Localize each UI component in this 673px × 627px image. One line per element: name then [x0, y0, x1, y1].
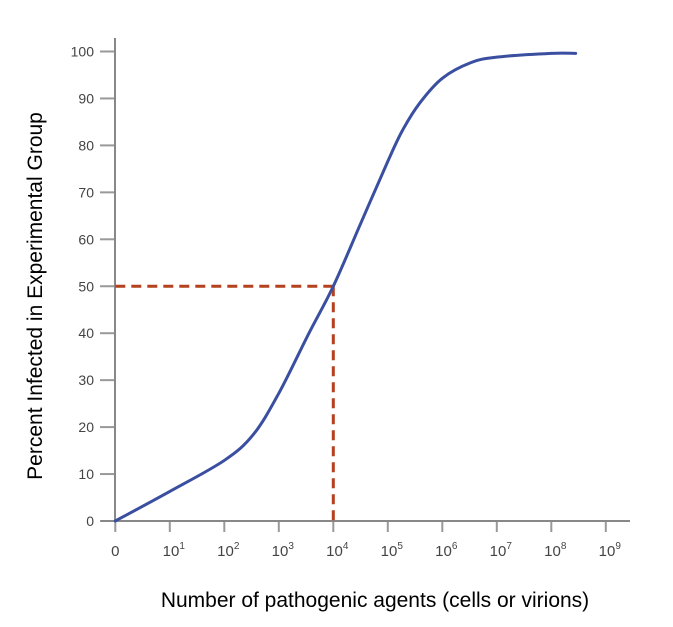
x-tick-label: 103: [272, 541, 295, 560]
x-tick-exponent: 9: [615, 541, 621, 552]
x-tick-exponent: 3: [288, 541, 294, 552]
x-tick-label: 105: [381, 541, 404, 560]
y-tick-label: 20: [78, 419, 94, 435]
y-tick-label: 40: [78, 325, 94, 341]
x-tick-exponent: 1: [179, 541, 185, 552]
y-tick-label: 0: [86, 513, 94, 529]
y-tick-label: 90: [78, 90, 94, 106]
x-tick-label: 104: [326, 541, 349, 560]
y-axis-label: Percent Infected in Experimental Group: [24, 112, 47, 480]
x-tick-label: 107: [490, 541, 513, 560]
x-tick-base: 10: [163, 543, 180, 560]
x-tick-base: 10: [381, 543, 398, 560]
y-tick-label: 100: [71, 44, 95, 60]
y-tick-label: 50: [78, 278, 94, 294]
y-ticks: 0 10 20 30 40 50 60 70 80 90 100: [71, 44, 115, 529]
x-tick-exponent: 4: [343, 541, 349, 552]
x-tick-exponent: 2: [234, 541, 240, 552]
x-tick-base: 10: [490, 543, 507, 560]
x-tick-base: 10: [435, 543, 452, 560]
x-tick-exponent: 5: [397, 541, 403, 552]
x-tick-label: 106: [435, 541, 458, 560]
x-tick-base: 10: [599, 543, 616, 560]
x-tick-label: 101: [163, 541, 186, 560]
y-tick-label: 60: [78, 231, 94, 247]
x-tick-label: 0: [111, 543, 119, 560]
x-tick-exponent: 6: [452, 541, 458, 552]
x-ticks: 0 101 102 103 104 105 106 107 108 109: [111, 521, 621, 560]
x-axis-label: Number of pathogenic agents (cells or vi…: [161, 589, 589, 612]
x-tick-label: 108: [544, 541, 567, 560]
x-tick-base: 10: [326, 543, 343, 560]
x-tick-base: 0: [111, 543, 119, 560]
x-tick-exponent: 8: [561, 541, 567, 552]
reference-lines: [115, 284, 335, 521]
x-tick-base: 10: [217, 543, 234, 560]
x-tick-exponent: 7: [506, 541, 512, 552]
x-tick-label: 102: [217, 541, 240, 560]
x-tick-base: 10: [272, 543, 289, 560]
y-tick-label: 30: [78, 372, 94, 388]
y-tick-label: 70: [78, 184, 94, 200]
y-tick-label: 10: [78, 466, 94, 482]
y-tick-label: 80: [78, 137, 94, 153]
x-tick-base: 10: [544, 543, 561, 560]
series-line: [113, 51, 578, 523]
x-tick-label: 109: [599, 541, 622, 560]
